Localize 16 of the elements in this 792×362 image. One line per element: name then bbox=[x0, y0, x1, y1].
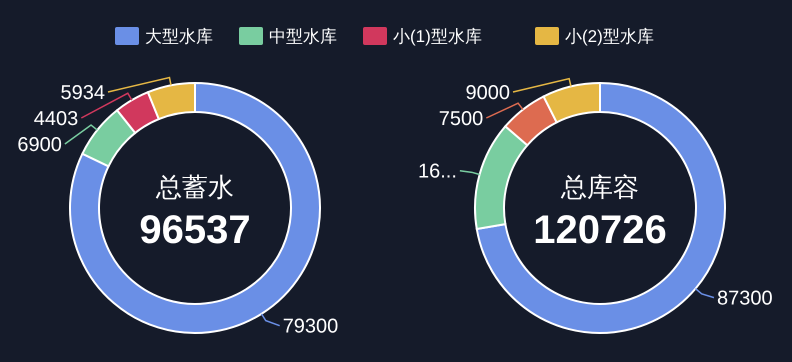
text: 总库容 bbox=[560, 172, 639, 202]
data-label: 5934 bbox=[60, 82, 105, 104]
legend-label: 小(1)型水库 bbox=[393, 26, 482, 46]
text: 96537 bbox=[139, 208, 251, 252]
data-label: 9000 bbox=[466, 82, 510, 104]
data-label: 4403 bbox=[34, 108, 78, 130]
legend-label: 大型水库 bbox=[145, 26, 213, 46]
text: 120726 bbox=[533, 208, 667, 252]
data-label: 79300 bbox=[282, 316, 338, 338]
legend-label: 小(2)型水库 bbox=[565, 26, 654, 46]
data-label: 7500 bbox=[438, 108, 484, 130]
text: 总蓄水 bbox=[155, 172, 234, 202]
legend-label: 中型水库 bbox=[269, 26, 337, 46]
data-label: 16... bbox=[418, 160, 457, 183]
data-label: 6900 bbox=[17, 134, 62, 156]
data-label: 87300 bbox=[716, 288, 773, 310]
